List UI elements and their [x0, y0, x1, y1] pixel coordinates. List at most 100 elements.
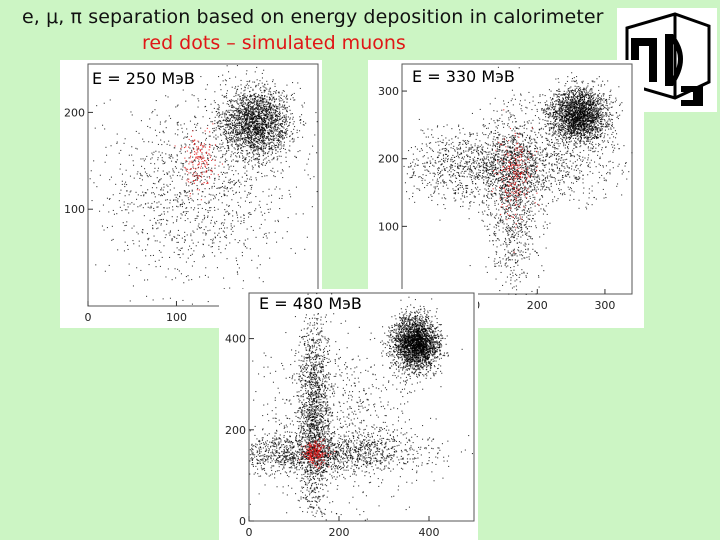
data-point — [242, 119, 244, 121]
data-point — [262, 152, 264, 154]
data-point — [559, 120, 561, 122]
data-point — [233, 114, 235, 116]
data-point — [590, 143, 592, 145]
data-point — [241, 126, 243, 128]
data-point — [248, 104, 250, 106]
data-point — [273, 175, 275, 177]
data-point — [565, 113, 567, 115]
data-point — [553, 127, 555, 129]
data-point — [275, 135, 277, 137]
data-point — [549, 128, 551, 130]
data-point — [191, 199, 193, 201]
data-point — [263, 127, 265, 129]
data-point — [263, 107, 265, 109]
muon-point — [198, 158, 200, 160]
data-point — [271, 149, 273, 151]
data-point — [249, 104, 251, 106]
data-point — [602, 141, 604, 143]
data-point — [137, 194, 139, 196]
data-point — [116, 141, 118, 143]
data-point — [237, 132, 239, 134]
data-point — [585, 130, 587, 132]
data-point — [235, 137, 237, 139]
data-point — [600, 113, 602, 115]
data-point — [181, 203, 183, 205]
data-point — [275, 92, 277, 94]
data-point — [202, 219, 204, 221]
data-point — [591, 100, 593, 102]
data-point — [248, 163, 250, 165]
data-point — [214, 120, 216, 122]
data-point — [287, 98, 289, 100]
data-point — [282, 170, 284, 172]
data-point — [246, 194, 248, 196]
data-point — [568, 122, 570, 124]
data-point — [228, 205, 230, 207]
data-point — [158, 259, 160, 261]
data-point — [252, 115, 254, 117]
data-point — [257, 162, 259, 164]
data-point — [252, 121, 254, 123]
data-point — [277, 129, 279, 131]
data-point — [226, 126, 228, 128]
data-point — [286, 101, 288, 103]
data-point — [587, 132, 589, 134]
data-point — [257, 125, 259, 127]
data-point — [572, 134, 574, 136]
data-point — [270, 138, 272, 140]
data-point — [574, 134, 576, 136]
data-point — [241, 121, 243, 123]
data-point — [207, 157, 209, 159]
data-point — [184, 195, 186, 197]
data-point — [251, 118, 253, 120]
data-point — [244, 246, 246, 248]
data-point — [597, 97, 599, 99]
data-point — [594, 81, 596, 83]
data-point — [259, 102, 261, 104]
data-point — [255, 109, 257, 111]
data-point — [242, 129, 244, 131]
data-point — [619, 114, 621, 116]
data-point — [595, 108, 597, 110]
data-point — [150, 175, 152, 177]
muon-point — [206, 163, 208, 165]
data-point — [230, 139, 232, 141]
data-point — [587, 85, 589, 87]
data-point — [253, 138, 255, 140]
data-point — [572, 100, 574, 102]
data-point — [228, 146, 230, 148]
data-point — [162, 131, 164, 133]
muon-point — [205, 170, 207, 172]
data-point — [254, 210, 256, 212]
data-point — [226, 142, 228, 144]
data-point — [177, 129, 179, 131]
data-point — [153, 201, 155, 203]
data-point — [250, 226, 252, 228]
data-point — [213, 185, 215, 187]
data-point — [593, 146, 595, 148]
data-point — [176, 205, 178, 207]
data-point — [221, 143, 223, 145]
data-point — [218, 76, 220, 78]
data-point — [263, 116, 265, 118]
data-point — [580, 103, 582, 105]
data-point — [188, 199, 190, 201]
data-point — [219, 125, 221, 127]
data-point — [574, 140, 576, 142]
data-point — [265, 120, 267, 122]
data-point — [154, 167, 156, 169]
data-point — [219, 123, 221, 125]
data-point — [568, 129, 570, 131]
data-point — [143, 141, 145, 143]
data-point — [280, 172, 282, 174]
data-point — [606, 112, 608, 114]
data-point — [223, 119, 225, 121]
data-point — [274, 113, 276, 115]
data-point — [175, 199, 177, 201]
data-point — [191, 183, 193, 185]
data-point — [235, 192, 237, 194]
data-point — [577, 128, 579, 130]
data-point — [270, 117, 272, 119]
data-point — [565, 108, 567, 110]
data-point — [558, 90, 560, 92]
